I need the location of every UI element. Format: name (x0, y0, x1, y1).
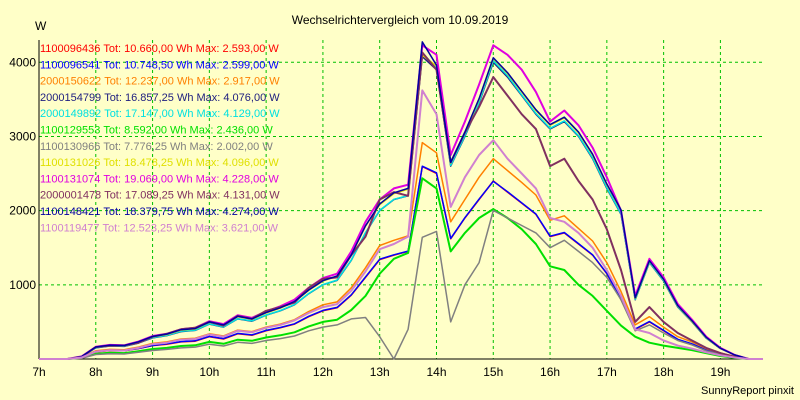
x-tick-label: 11h (257, 365, 276, 379)
legend-series-max: Max: 4.076,00 W (196, 92, 280, 104)
legend-series-max: Max: 2.002,00 W (190, 141, 274, 153)
legend-series-name: 1100131026 (40, 157, 100, 169)
series-line-1100129553 (39, 177, 763, 360)
legend-entry: 1100131026 Tot: 18.478,25 Wh Max: 4.096,00… (40, 157, 279, 169)
legend-series-max: Max: 2.917,00 W (196, 76, 280, 88)
legend-series-total: Tot: 17.147,00 Wh (104, 108, 193, 120)
chart-title: Wechselrichtervergleich vom 10.09.2019 (292, 13, 509, 27)
legend-series-max: Max: 4.096,00 W (196, 157, 280, 169)
axes: 7h 8h 9h 10h 11h 12h 13h 14h 15h 16h 17h 18h 19h 1000… (9, 40, 763, 379)
plot-area (39, 40, 763, 359)
legend-entry: 2000154799 Tot: 16.857,25 Wh Max: 4.076,00… (40, 92, 280, 104)
legend-series-total: Tot: 7.776,25 Wh (103, 141, 186, 153)
y-tick-label: 4000 (9, 55, 36, 69)
x-tick-label: 14h (426, 365, 446, 379)
y-tick-label: 3000 (9, 129, 36, 143)
x-tick-label: 16h (540, 365, 560, 379)
y-axis-unit-label: W (35, 19, 47, 33)
legend-series-name: 2000149892 (40, 108, 101, 120)
legend-series-total: Tot: 18.379,75 Wh (103, 206, 192, 218)
legend-series-total: Tot: 16.857,25 Wh (104, 92, 193, 104)
y-tick-label: 2000 (9, 204, 36, 218)
legend-series-name: 2000154799 (40, 92, 101, 104)
legend-series-max: Max: 4.131,00 W (196, 190, 280, 202)
legend-series-max: Max: 2.593,00 W (196, 43, 280, 55)
legend-series-name: 1100129553 (40, 125, 100, 137)
legend-entry: 2000149892 Tot: 17.147,00 Wh Max: 4.129,00… (40, 108, 280, 120)
legend-series-name: 1100130966 (40, 141, 100, 153)
legend-series-max: Max: 4.228,00 W (196, 173, 280, 185)
legend-series-name: 1100131074 (40, 173, 100, 185)
legend-series-name: 1100119477 (40, 222, 100, 234)
series-line-1100096541 (39, 165, 763, 360)
legend-entry: 1100119477 Tot: 12.523,25 Wh Max: 3.621,00… (40, 222, 279, 234)
legend-series-total: Tot: 12.237,00 Wh (104, 76, 193, 88)
legend-entry: 1100131074 Tot: 19.069,00 Wh Max: 4.228,00… (40, 173, 279, 185)
legend-series-max: Max: 4.129,00 W (196, 108, 280, 120)
series-line-1100119477 (39, 89, 763, 360)
legend-series-total: Tot: 8.592,00 Wh (103, 125, 186, 137)
legend-entry: 1100096541 Tot: 10.748,50 Wh Max: 2.599,00… (40, 59, 279, 71)
x-tick-label: 13h (370, 365, 390, 379)
legend-series-name: 1100148421 (40, 206, 100, 218)
legend-series-max: Max: 4.274,00 W (196, 206, 280, 218)
x-tick-label: 10h (199, 365, 219, 379)
legend-series-total: Tot: 18.478,25 Wh (103, 157, 192, 169)
series-line-1100148421 (39, 41, 763, 360)
legend-series-max: Max: 3.621,00 W (195, 222, 279, 234)
x-tick-label: 7h (32, 365, 45, 379)
footer-credit: SunnyReport pinxit (701, 385, 794, 397)
legend-series-name: 1100096436 (40, 43, 100, 55)
legend-series-name: 2000001478 (40, 190, 101, 202)
legend-series-total: Tot: 10.660,00 Wh (103, 43, 192, 55)
legend-series-max: Max: 2.436,00 W (190, 125, 274, 137)
legend-series-total: Tot: 19.069,00 Wh (103, 173, 192, 185)
x-tick-label: 17h (597, 365, 617, 379)
legend-entry: 1100096436 Tot: 10.660,00 Wh Max: 2.593,00… (40, 43, 279, 55)
legend-series-total: Tot: 17.089,25 Wh (104, 190, 193, 202)
legend-entry: 1100130966 Tot: 7.776,25 Wh Max: 2.002,00 … (40, 141, 273, 153)
legend-series-total: Tot: 12.523,25 Wh (103, 222, 192, 234)
legend-series-name: 2000150622 (40, 76, 101, 88)
x-tick-label: 15h (483, 365, 503, 379)
x-tick-label: 18h (654, 365, 674, 379)
legend-entry: 2000001478 Tot: 17.089,25 Wh Max: 4.131,00… (40, 190, 280, 202)
series-line-1100130966 (39, 209, 763, 360)
x-tick-label: 8h (89, 365, 102, 379)
legend-entry: 1100148421 Tot: 18.379,75 Wh Max: 4.274,00… (40, 206, 279, 218)
x-tick-label: 9h (146, 365, 159, 379)
legend-series-name: 1100096541 (40, 59, 100, 71)
grid (39, 40, 763, 359)
legend-entry: 1100129553 Tot: 8.592,00 Wh Max: 2.436,00 … (40, 125, 273, 137)
legend: 1100096436 Tot: 10.660,00 Wh Max: 2.593,00… (40, 43, 280, 234)
legend-series-max: Max: 2.599,00 W (196, 59, 280, 71)
y-tick-label: 1000 (9, 278, 36, 292)
legend-series-total: Tot: 10.748,50 Wh (103, 59, 192, 71)
x-tick-label: 19h (710, 365, 730, 379)
series-lines (39, 41, 763, 360)
legend-entry: 2000150622 Tot: 12.237,00 Wh Max: 2.917,00… (40, 76, 280, 88)
x-tick-label: 12h (313, 365, 333, 379)
